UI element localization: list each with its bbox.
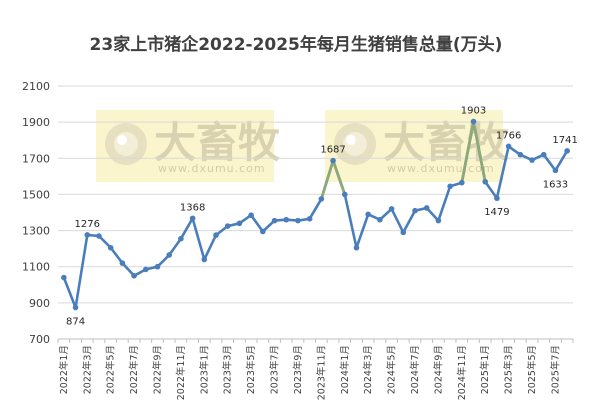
data-point bbox=[119, 260, 126, 266]
x-tick-label: 2025年7月 bbox=[549, 345, 561, 394]
data-point bbox=[131, 272, 137, 279]
data-point bbox=[306, 216, 313, 222]
data-point bbox=[412, 207, 418, 214]
data-label: 1687 bbox=[320, 145, 345, 156]
data-point bbox=[201, 256, 208, 263]
watermark-logo-inner-icon bbox=[114, 132, 138, 156]
data-point bbox=[283, 216, 290, 223]
data-point bbox=[248, 212, 254, 219]
data-label: 1633 bbox=[543, 179, 568, 190]
watermark-url: www.dxumu.com bbox=[158, 162, 266, 175]
data-point bbox=[365, 211, 371, 218]
data-point bbox=[224, 223, 231, 229]
watermark-logo-inner-icon bbox=[343, 132, 367, 156]
data-point bbox=[494, 195, 500, 202]
y-tick-label: 1700 bbox=[22, 152, 50, 165]
x-tick-label: 2025年5月 bbox=[526, 345, 538, 394]
data-point bbox=[529, 157, 535, 163]
x-tick-label: 2023年5月 bbox=[245, 345, 257, 394]
data-point bbox=[377, 216, 383, 223]
data-point bbox=[295, 217, 301, 224]
chart-title: 23家上市猪企2022-2025年每月生猪销售总量(万头) bbox=[89, 35, 503, 55]
data-point bbox=[154, 263, 161, 270]
data-label: 1766 bbox=[496, 130, 521, 141]
data-point bbox=[459, 179, 465, 186]
x-tick-label: 2025年3月 bbox=[503, 345, 515, 394]
x-tick-label: 2022年7月 bbox=[128, 345, 140, 394]
data-point bbox=[341, 191, 348, 198]
data-point bbox=[178, 235, 184, 242]
watermark-text: 大畜牧 bbox=[154, 118, 281, 167]
y-tick-label: 700 bbox=[29, 333, 50, 346]
data-point bbox=[107, 244, 114, 251]
x-tick-label: 2024年7月 bbox=[409, 345, 421, 394]
x-tick-label: 2022年5月 bbox=[105, 345, 117, 394]
data-point bbox=[166, 252, 172, 258]
x-tick-label: 2024年3月 bbox=[362, 345, 374, 394]
data-point bbox=[213, 232, 219, 238]
data-point bbox=[470, 118, 477, 125]
x-tick-label: 2023年7月 bbox=[269, 345, 281, 394]
watermark-url: www.dxumu.com bbox=[387, 162, 495, 175]
data-point bbox=[388, 206, 395, 212]
data-point bbox=[505, 143, 512, 150]
data-point bbox=[447, 183, 453, 190]
data-label: 874 bbox=[66, 317, 85, 328]
y-tick-label: 1300 bbox=[22, 225, 50, 238]
data-point bbox=[96, 233, 102, 239]
data-point bbox=[517, 151, 524, 158]
data-label: 1368 bbox=[180, 202, 205, 213]
x-tick-label: 2024年11月 bbox=[456, 345, 468, 400]
data-label: 1276 bbox=[75, 219, 100, 230]
data-point bbox=[271, 217, 278, 224]
data-label: 1479 bbox=[484, 207, 509, 218]
data-point bbox=[400, 229, 407, 236]
data-point bbox=[330, 157, 336, 164]
data-point bbox=[72, 304, 79, 311]
data-point bbox=[552, 167, 559, 174]
data-point bbox=[236, 220, 243, 227]
data-label: 1903 bbox=[461, 106, 486, 117]
x-tick-label: 2023年9月 bbox=[292, 345, 304, 394]
watermark-text: 大畜牧 bbox=[383, 118, 510, 167]
data-point bbox=[318, 196, 325, 202]
watermark-logo-highlight-icon bbox=[346, 135, 356, 145]
x-tick-label: 2024年9月 bbox=[432, 345, 444, 394]
x-tick-label: 2023年3月 bbox=[222, 345, 234, 394]
data-point bbox=[423, 205, 430, 211]
y-tick-label: 900 bbox=[29, 297, 50, 310]
y-tick-label: 1500 bbox=[22, 188, 50, 201]
data-point bbox=[564, 148, 570, 154]
data-point bbox=[84, 232, 91, 238]
data-point bbox=[189, 215, 196, 222]
data-point bbox=[61, 274, 67, 281]
x-tick-label: 2023年11月 bbox=[315, 345, 327, 400]
data-point bbox=[482, 178, 489, 185]
y-tick-label: 1900 bbox=[22, 116, 50, 129]
y-tick-label: 2100 bbox=[22, 80, 50, 93]
x-tick-label: 2024年1月 bbox=[339, 345, 351, 394]
x-tick-label: 2022年3月 bbox=[81, 345, 93, 394]
x-tick-label: 2023年1月 bbox=[198, 345, 210, 394]
x-tick-label: 2022年9月 bbox=[151, 345, 163, 394]
data-point bbox=[353, 244, 360, 251]
data-point bbox=[435, 217, 442, 224]
data-label: 1741 bbox=[552, 135, 577, 146]
data-point bbox=[540, 151, 547, 158]
data-point bbox=[142, 266, 149, 273]
x-tick-label: 2024年5月 bbox=[386, 345, 398, 394]
data-point bbox=[260, 228, 266, 235]
y-tick-label: 1100 bbox=[22, 261, 50, 274]
x-tick-label: 2022年11月 bbox=[175, 345, 187, 400]
watermark-logo-highlight-icon bbox=[117, 135, 127, 145]
x-tick-label: 2022年1月 bbox=[58, 345, 70, 394]
x-tick-label: 2025年1月 bbox=[479, 345, 491, 394]
